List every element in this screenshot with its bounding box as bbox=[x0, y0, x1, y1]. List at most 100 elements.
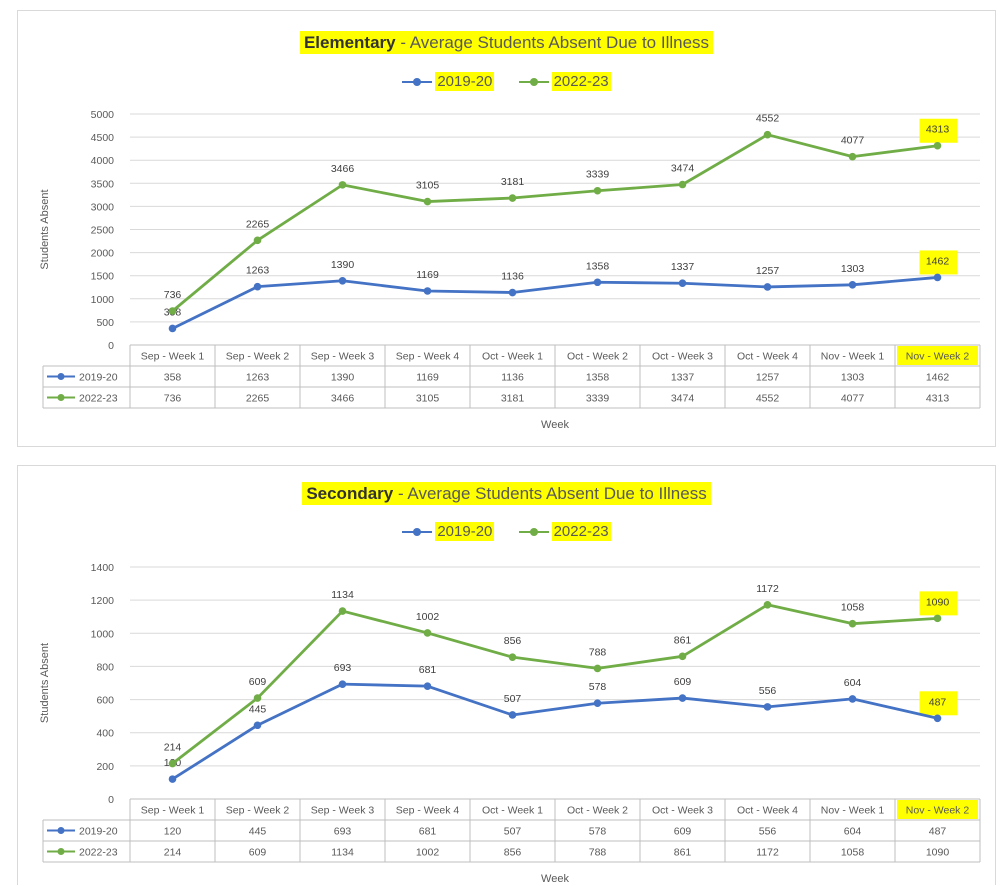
data-point bbox=[168, 759, 177, 768]
chart-title: Secondary - Average Students Absent Due … bbox=[18, 482, 995, 505]
table-cell-value: 578 bbox=[589, 826, 607, 838]
last-value-highlight bbox=[919, 250, 958, 275]
table-cell-value: 507 bbox=[504, 826, 522, 838]
data-label: 609 bbox=[249, 676, 267, 688]
data-point bbox=[508, 194, 517, 202]
y-tick-label: 400 bbox=[96, 728, 114, 740]
table-legend-key-marker bbox=[57, 394, 65, 401]
data-point bbox=[593, 699, 602, 708]
table-cell-value: 1134 bbox=[331, 847, 354, 859]
data-point bbox=[678, 279, 687, 288]
data-point bbox=[763, 600, 772, 609]
data-label: 1303 bbox=[841, 263, 865, 275]
legend-label-2019-20: 2019-20 bbox=[435, 72, 495, 91]
table-cell-value: 120 bbox=[164, 826, 182, 838]
x-category-label: Sep - Week 4 bbox=[396, 351, 460, 363]
table-cell-value: 1257 bbox=[756, 372, 780, 384]
series-line-2022-23 bbox=[171, 603, 938, 765]
data-point bbox=[678, 180, 687, 189]
y-tick-label: 200 bbox=[96, 761, 114, 773]
y-axis-label: Students Absent bbox=[39, 643, 51, 723]
table-cell-value: 1058 bbox=[841, 847, 865, 859]
table-cell-value: 609 bbox=[674, 826, 692, 838]
table-cell-value: 1169 bbox=[416, 372, 439, 384]
y-tick-label: 500 bbox=[96, 317, 114, 329]
y-tick-label: 1000 bbox=[91, 628, 115, 640]
chart-legend: 2019-20 2022-23 bbox=[18, 522, 995, 541]
x-category-label: Sep - Week 1 bbox=[141, 351, 205, 363]
secondary-line-chart: Students Absent 0 200 400 600 800 1000 1200 1400… bbox=[39, 562, 981, 885]
legend-entry-2022-23: 2022-23 bbox=[518, 72, 611, 91]
data-point bbox=[933, 141, 942, 150]
table-cell-value: 4313 bbox=[926, 393, 950, 405]
data-label: 856 bbox=[504, 635, 522, 647]
x-category-label: Nov - Week 2 bbox=[906, 351, 970, 363]
data-point bbox=[253, 236, 262, 245]
data-label: 1058 bbox=[841, 602, 865, 614]
legend-swatch-2022-23 bbox=[518, 77, 549, 87]
secondary-chart-panel: Secondary - Average Students Absent Due … bbox=[17, 465, 996, 885]
data-label: 3466 bbox=[331, 163, 355, 175]
data-point bbox=[593, 186, 602, 195]
legend-entry-2022-23: 2022-23 bbox=[518, 522, 611, 541]
series-line-2022-23 bbox=[171, 133, 938, 313]
data-label: 1136 bbox=[501, 271, 524, 283]
y-tick-label: 1000 bbox=[91, 294, 115, 306]
data-label: 1169 bbox=[416, 269, 439, 281]
table-series-name: 2019-20 bbox=[79, 372, 118, 384]
y-tick-label: 1400 bbox=[91, 562, 115, 574]
table-cell-value: 604 bbox=[844, 826, 862, 838]
data-label: 3181 bbox=[501, 176, 525, 188]
x-category-label: Sep - Week 2 bbox=[226, 805, 290, 817]
data-point bbox=[593, 278, 602, 287]
data-point bbox=[933, 614, 942, 623]
data-point bbox=[848, 152, 857, 161]
data-point bbox=[763, 703, 772, 711]
y-tick-label: 2000 bbox=[91, 248, 115, 260]
data-point bbox=[848, 619, 857, 628]
last-value-highlight bbox=[919, 591, 958, 616]
x-category-label: Nov - Week 2 bbox=[906, 805, 970, 817]
legend-swatch-2019-20 bbox=[402, 77, 433, 87]
x-axis-label: Week bbox=[541, 873, 569, 885]
title-bold: Elementary bbox=[303, 33, 396, 52]
x-category-label: Oct - Week 4 bbox=[737, 351, 798, 363]
series-line-2019-20 bbox=[171, 682, 938, 781]
x-category-label: Oct - Week 2 bbox=[567, 351, 628, 363]
table-cell-value: 856 bbox=[504, 847, 522, 859]
data-label: 4552 bbox=[756, 113, 780, 125]
data-label: 487 bbox=[929, 696, 947, 708]
data-point bbox=[423, 629, 432, 637]
data-point bbox=[763, 130, 772, 139]
title-highlight: Elementary - Average Students Absent Due… bbox=[299, 31, 714, 54]
category-highlight bbox=[897, 346, 978, 365]
table-legend-key-marker bbox=[57, 827, 65, 834]
table-cell-value: 445 bbox=[249, 826, 267, 838]
y-tick-label: 800 bbox=[96, 661, 114, 673]
table-cell-value: 3466 bbox=[331, 393, 355, 405]
chart-title: Elementary - Average Students Absent Due… bbox=[18, 31, 995, 54]
data-label: 1358 bbox=[586, 260, 610, 272]
table-cell-value: 861 bbox=[674, 847, 692, 859]
legend-swatch-2022-23 bbox=[518, 527, 549, 537]
table-series-name: 2022-23 bbox=[79, 847, 118, 859]
table-cell-value: 3181 bbox=[501, 393, 525, 405]
table-cell-value: 1090 bbox=[926, 847, 950, 859]
data-point bbox=[253, 721, 262, 730]
title-rest: - Average Students Absent Due to Illness bbox=[395, 33, 710, 52]
data-label: 4077 bbox=[841, 135, 865, 147]
x-category-label: Oct - Week 4 bbox=[737, 805, 798, 817]
data-point bbox=[848, 695, 857, 703]
data-label: 2265 bbox=[246, 218, 270, 230]
title-rest: - Average Students Absent Due to Illness bbox=[393, 484, 707, 503]
title-bold: Secondary bbox=[306, 484, 394, 503]
y-tick-label: 4000 bbox=[91, 155, 115, 167]
x-axis-label: Week bbox=[541, 419, 569, 431]
data-point bbox=[168, 775, 177, 783]
y-tick-label: 3500 bbox=[91, 178, 115, 190]
table-series-name: 2022-23 bbox=[79, 393, 118, 405]
data-label: 1172 bbox=[756, 583, 779, 595]
table-cell-value: 1172 bbox=[756, 847, 779, 859]
y-tick-label: 3000 bbox=[91, 201, 115, 213]
table-cell-value: 1390 bbox=[331, 372, 355, 384]
